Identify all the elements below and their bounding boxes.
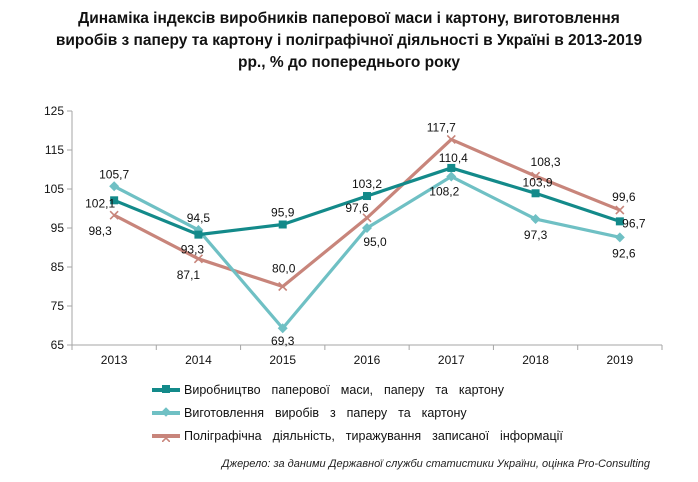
data-point-production (447, 163, 456, 172)
data-label-production: 102,1 (85, 196, 115, 210)
data-point-printing (278, 281, 288, 292)
y-tick-label: 125 (44, 104, 64, 118)
legend-item-printing: Поліграфічна діяльність, тиражування зап… (152, 424, 563, 447)
data-label-printing: 99,6 (612, 190, 636, 204)
data-label-printing: 87,1 (177, 268, 201, 282)
chart-legend: Виробництво паперової маси, паперу та ка… (152, 378, 563, 447)
data-label-products: 97,3 (524, 228, 548, 242)
data-point-products (446, 171, 457, 182)
legend-marker-production (162, 384, 170, 393)
legend-item-production: Виробництво паперової маси, паперу та ка… (152, 378, 563, 401)
data-label-products: 105,7 (99, 167, 129, 181)
legend-swatch-production (152, 384, 180, 393)
data-point-products (277, 323, 288, 334)
legend-swatch-products (152, 406, 180, 417)
data-point-production (531, 189, 540, 198)
legend-marker-printing (161, 431, 171, 443)
data-point-products (362, 223, 372, 233)
x-tick-label: 2016 (354, 353, 381, 367)
data-label-printing: 117,7 (427, 120, 456, 134)
data-label-production: 93,3 (181, 243, 205, 257)
x-tick-label: 2014 (185, 353, 212, 367)
y-tick-label: 75 (51, 299, 65, 313)
data-label-printing: 97,6 (345, 201, 369, 215)
legend-label-production: Виробництво паперової маси, паперу та ка… (184, 382, 504, 397)
data-point-products (614, 232, 625, 243)
x-tick-label: 2017 (438, 353, 465, 367)
data-label-products: 95,0 (363, 235, 387, 249)
legend-item-products: Виготовлення виробів з паперу та картону (152, 401, 563, 424)
x-tick-label: 2015 (269, 353, 296, 367)
data-point-printing (193, 254, 203, 264)
y-tick-label: 85 (51, 260, 65, 274)
data-point-production (194, 230, 203, 239)
data-label-production: 103,2 (352, 177, 382, 191)
data-point-printing (615, 205, 625, 215)
x-tick-label: 2013 (101, 353, 128, 367)
data-point-printing (362, 213, 372, 223)
chart-title: Динаміка індексів виробників паперової м… (20, 8, 678, 74)
data-label-products: 69,3 (271, 334, 295, 348)
legend-swatch-printing (152, 431, 180, 443)
chart-title-line-2: виробів з паперу та картону і поліграфіч… (55, 32, 643, 49)
data-point-production (615, 217, 624, 226)
data-point-products (109, 181, 120, 192)
data-point-production (110, 196, 119, 205)
y-tick-label: 65 (51, 338, 65, 352)
x-tick-label: 2018 (522, 353, 549, 367)
y-tick-label: 115 (45, 143, 64, 157)
data-point-printing (531, 171, 541, 181)
data-label-production: 96,7 (622, 216, 646, 230)
data-label-products: 92,6 (612, 246, 636, 260)
data-label-production: 110,4 (439, 151, 468, 165)
source-note: Джерело: за даними Державної служби стат… (221, 458, 650, 470)
data-label-printing: 80,0 (272, 262, 296, 276)
data-label-printing: 98,3 (88, 224, 112, 238)
legend-marker-products (161, 406, 171, 417)
x-tick-label: 2019 (607, 353, 634, 367)
chart-title-line-3: рр., % до попереднього року (238, 54, 460, 71)
data-point-production (278, 220, 287, 229)
legend-label-products: Виготовлення виробів з паперу та картону (184, 405, 467, 420)
legend-label-printing: Поліграфічна діяльність, тиражування зап… (184, 428, 563, 443)
data-point-production (363, 192, 371, 201)
data-point-products (530, 214, 541, 225)
data-label-products: 108,2 (429, 185, 459, 199)
data-label-products: 94,5 (187, 211, 211, 225)
chart-title-line-1: Динаміка індексів виробників паперової м… (78, 10, 620, 27)
data-point-printing (446, 134, 456, 145)
y-tick-label: 105 (44, 182, 64, 196)
data-label-production: 103,9 (523, 175, 553, 189)
data-point-printing (109, 210, 119, 220)
data-label-production: 95,9 (271, 205, 295, 219)
y-tick-label: 95 (51, 221, 65, 235)
data-label-printing: 108,3 (531, 155, 561, 169)
